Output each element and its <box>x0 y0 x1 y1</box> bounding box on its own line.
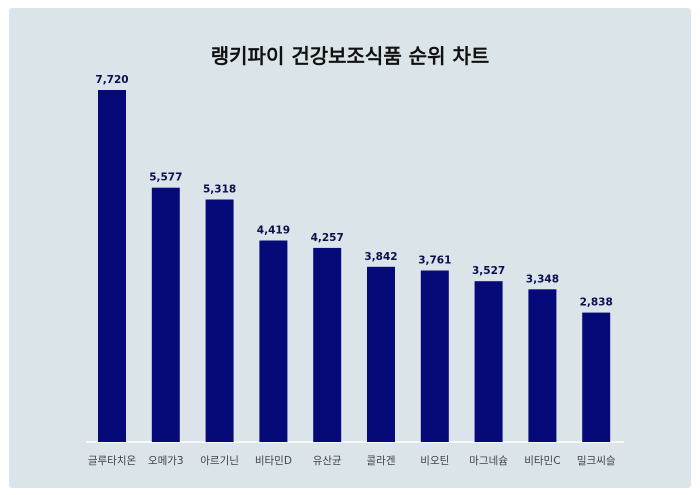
bar <box>313 247 342 442</box>
bar <box>205 199 234 442</box>
bar <box>259 240 288 442</box>
x-tick-label: 유산균 <box>313 455 342 467</box>
bar <box>582 312 611 442</box>
value-label: 3,348 <box>526 273 559 285</box>
value-label: 3,761 <box>418 255 451 267</box>
value-label: 5,577 <box>149 172 182 184</box>
bar <box>98 90 126 442</box>
x-tick-label: 글루타치온 <box>88 455 137 467</box>
bar <box>151 187 180 442</box>
bar <box>367 266 395 442</box>
value-label: 3,842 <box>364 251 397 263</box>
value-label: 4,419 <box>257 225 290 237</box>
value-label: 2,838 <box>580 297 613 309</box>
chart-title: 랭키파이 건강보조식품 순위 차트 <box>210 44 490 68</box>
x-tick-label: 마그네슘 <box>469 455 508 467</box>
bar <box>474 281 503 442</box>
x-tick-label: 비오틴 <box>420 455 449 467</box>
value-label: 5,318 <box>203 184 236 196</box>
bar <box>420 270 449 442</box>
value-label: 7,720 <box>95 74 128 86</box>
value-label: 3,527 <box>472 265 505 277</box>
x-tick-label: 밀크씨슬 <box>577 455 616 467</box>
x-tick-label: 콜라겐 <box>367 455 396 467</box>
x-tick-label: 비타민D <box>255 455 292 467</box>
x-tick-label: 오메가3 <box>148 455 184 467</box>
value-label: 4,257 <box>311 232 344 244</box>
x-tick-label: 아르기닌 <box>200 455 239 467</box>
x-tick-label: 비타민C <box>524 455 560 467</box>
bar <box>528 289 557 442</box>
